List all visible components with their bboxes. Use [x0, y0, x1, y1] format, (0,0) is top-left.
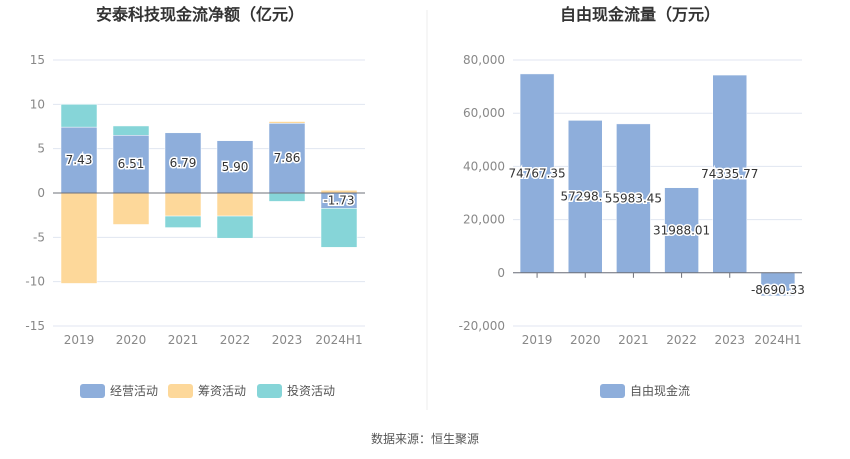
bar-经营活动 — [60, 126, 98, 194]
bar-自由现金流 — [519, 73, 555, 274]
source-note: 数据来源：恒生聚源 — [371, 431, 479, 446]
bar-经营活动 — [112, 135, 150, 194]
y-tick-label: -20,000 — [459, 319, 505, 333]
data-label: 7.86 — [274, 151, 301, 165]
y-tick-label: 15 — [30, 53, 45, 67]
x-tick-label: 2024H1 — [315, 333, 362, 347]
data-label: -1.73 — [323, 194, 354, 208]
x-tick-label: 2023 — [272, 333, 303, 347]
data-label: 6.51 — [118, 157, 145, 171]
x-tick-label: 2020 — [116, 333, 147, 347]
x-tick-label: 2020 — [570, 333, 601, 347]
bar-投资活动 — [320, 208, 358, 248]
y-tick-label: -10 — [25, 275, 45, 289]
y-tick-label: 60,000 — [463, 106, 505, 120]
bar-筹资活动 — [268, 121, 306, 124]
x-tick-label: 2022 — [666, 333, 697, 347]
y-tick-label: 80,000 — [463, 53, 505, 67]
data-label: 74335.77 — [701, 167, 758, 181]
bar-自由现金流 — [712, 74, 747, 274]
left-chart-title: 安泰科技现金流净额（亿元） — [96, 5, 304, 24]
right-chart-title: 自由现金流量（万元） — [560, 5, 720, 24]
bar-投资活动 — [164, 215, 202, 228]
x-tick-label: 2021 — [168, 333, 199, 347]
bar-自由现金流 — [568, 120, 603, 274]
bar-投资活动 — [216, 215, 254, 239]
y-tick-label: 0 — [37, 186, 45, 200]
data-label: 74767.35 — [508, 166, 565, 180]
bar-投资活动 — [60, 104, 98, 128]
data-label: -8690.33 — [751, 283, 805, 297]
y-tick-label: 40,000 — [463, 159, 505, 173]
legend-label: 经营活动 — [110, 384, 158, 398]
data-label: 55983.45 — [605, 191, 662, 205]
y-tick-label: 0 — [497, 266, 505, 280]
bar-自由现金流 — [664, 187, 699, 274]
data-label: 5.90 — [222, 160, 249, 174]
data-label: 7.43 — [66, 153, 93, 167]
legend-label: 筹资活动 — [198, 384, 246, 398]
x-tick-label: 2019 — [522, 333, 553, 347]
bar-筹资活动 — [60, 192, 98, 284]
data-label: 31988.01 — [653, 223, 710, 237]
bar-经营活动 — [164, 132, 202, 194]
x-tick-label: 2019 — [64, 333, 95, 347]
legend-swatch — [257, 384, 282, 398]
data-label: 57298.7 — [560, 190, 610, 204]
x-tick-label: 2023 — [714, 333, 745, 347]
bar-筹资活动 — [216, 192, 254, 217]
legend-swatch — [80, 384, 105, 398]
bar-经营活动 — [268, 123, 306, 194]
x-tick-label: 2022 — [220, 333, 251, 347]
y-tick-label: 5 — [37, 142, 45, 156]
bar-经营活动 — [216, 140, 254, 194]
x-tick-label: 2021 — [618, 333, 649, 347]
legend-label: 自由现金流 — [630, 383, 690, 398]
x-tick-label: 2024H1 — [754, 333, 801, 347]
bar-投资活动 — [268, 192, 306, 202]
y-tick-label: 10 — [30, 97, 45, 111]
bar-投资活动 — [112, 125, 150, 136]
legend-swatch — [600, 384, 625, 398]
bar-筹资活动 — [112, 192, 150, 225]
data-label: 6.79 — [170, 156, 197, 170]
legend-label: 投资活动 — [287, 383, 335, 398]
bar-筹资活动 — [164, 192, 202, 217]
y-tick-label: -15 — [25, 319, 45, 333]
legend-swatch — [168, 384, 193, 398]
y-tick-label: -5 — [33, 230, 45, 244]
y-tick-label: 20,000 — [463, 213, 505, 227]
